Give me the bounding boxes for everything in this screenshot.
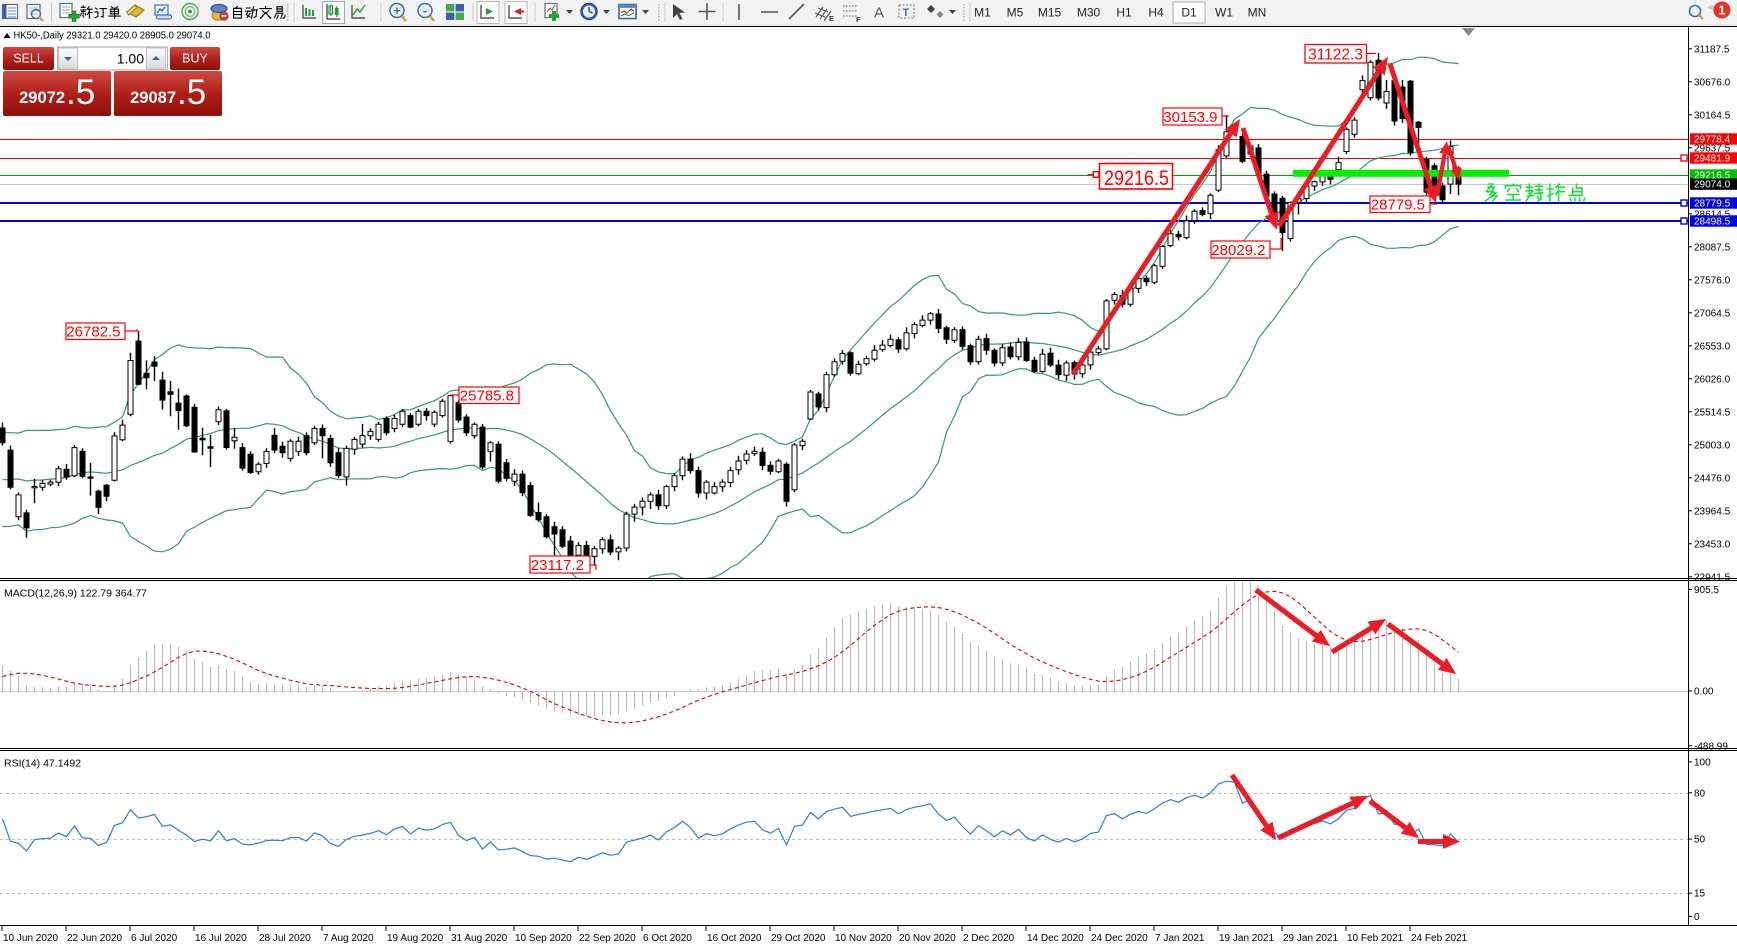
svg-text:M15: M15 xyxy=(1038,6,1062,20)
svg-text:30153.9: 30153.9 xyxy=(1163,109,1217,126)
svg-text:T: T xyxy=(903,7,910,19)
svg-text:27064.5: 27064.5 xyxy=(1694,308,1731,319)
svg-text:905.5: 905.5 xyxy=(1694,585,1719,596)
svg-text:H1: H1 xyxy=(1116,6,1132,20)
svg-text:28 Jul 2020: 28 Jul 2020 xyxy=(259,933,311,944)
svg-text:24476.0: 24476.0 xyxy=(1694,473,1731,484)
svg-text:24 Feb 2021: 24 Feb 2021 xyxy=(1411,933,1468,944)
svg-text:+: + xyxy=(393,3,401,18)
svg-text:29074.0: 29074.0 xyxy=(1694,180,1731,191)
svg-text:M1: M1 xyxy=(974,6,991,20)
svg-text:31122.3: 31122.3 xyxy=(1308,47,1363,64)
svg-text:25514.5: 25514.5 xyxy=(1694,407,1731,418)
svg-text:29 Oct 2020: 29 Oct 2020 xyxy=(771,933,826,944)
svg-text:-488.99: -488.99 xyxy=(1694,741,1728,752)
svg-text:2 Dec 2020: 2 Dec 2020 xyxy=(963,933,1015,944)
svg-text:D1: D1 xyxy=(1181,6,1197,20)
svg-text:15: 15 xyxy=(1694,889,1706,900)
svg-text:E: E xyxy=(829,14,834,23)
svg-text:22941.5: 22941.5 xyxy=(1694,572,1731,583)
svg-text:30676.0: 30676.0 xyxy=(1694,77,1731,88)
svg-text:29778.4: 29778.4 xyxy=(1694,135,1731,146)
svg-text:7 Jan 2021: 7 Jan 2021 xyxy=(1155,933,1205,944)
svg-text:19 Jan 2021: 19 Jan 2021 xyxy=(1219,933,1274,944)
svg-text:28779.5: 28779.5 xyxy=(1371,197,1425,214)
svg-text:-: - xyxy=(423,3,427,18)
svg-text:28087.5: 28087.5 xyxy=(1694,242,1731,253)
svg-text:BUY: BUY xyxy=(182,52,208,66)
svg-text:29216.5: 29216.5 xyxy=(1694,171,1731,182)
svg-text:29481.9: 29481.9 xyxy=(1694,154,1731,165)
svg-text:.5: .5 xyxy=(177,73,206,112)
svg-text:80: 80 xyxy=(1694,788,1706,799)
svg-text:16 Oct 2020: 16 Oct 2020 xyxy=(707,933,762,944)
svg-text:10 Sep 2020: 10 Sep 2020 xyxy=(515,933,572,944)
svg-text:SELL: SELL xyxy=(13,52,44,66)
svg-text:25785.8: 25785.8 xyxy=(460,388,514,405)
svg-text:29637.5: 29637.5 xyxy=(1694,143,1731,154)
svg-text:26026.0: 26026.0 xyxy=(1694,374,1731,385)
svg-text:22 Sep 2020: 22 Sep 2020 xyxy=(579,933,636,944)
svg-text:16 Jul 2020: 16 Jul 2020 xyxy=(195,933,247,944)
svg-text:10 Feb 2021: 10 Feb 2021 xyxy=(1347,933,1404,944)
svg-text:10 Jun 2020: 10 Jun 2020 xyxy=(3,933,58,944)
svg-text:29 Jan 2021: 29 Jan 2021 xyxy=(1283,933,1338,944)
svg-text:14 Dec 2020: 14 Dec 2020 xyxy=(1027,933,1084,944)
svg-text:0.00: 0.00 xyxy=(1694,687,1714,698)
svg-text:28779.5: 28779.5 xyxy=(1694,199,1731,210)
svg-text:30164.5: 30164.5 xyxy=(1694,110,1731,121)
svg-text:M30: M30 xyxy=(1077,6,1101,20)
svg-text:10 Nov 2020: 10 Nov 2020 xyxy=(835,933,892,944)
svg-text:6 Oct 2020: 6 Oct 2020 xyxy=(643,933,692,944)
svg-text:100: 100 xyxy=(1694,757,1711,768)
svg-text:27576.0: 27576.0 xyxy=(1694,275,1731,286)
svg-text:MACD(12,26,9) 122.79 364.77: MACD(12,26,9) 122.79 364.77 xyxy=(4,588,147,600)
svg-text:1: 1 xyxy=(1719,4,1726,18)
svg-text:6 Jul 2020: 6 Jul 2020 xyxy=(131,933,178,944)
svg-text:RSI(14) 47.1492: RSI(14) 47.1492 xyxy=(4,758,81,770)
svg-text:F: F xyxy=(856,15,861,24)
svg-text:28614.5: 28614.5 xyxy=(1694,209,1731,220)
svg-text:29072: 29072 xyxy=(19,89,65,107)
svg-text:A: A xyxy=(874,5,884,22)
svg-text:0: 0 xyxy=(1694,912,1700,923)
svg-text:22 Jun 2020: 22 Jun 2020 xyxy=(67,933,122,944)
svg-text:HK50-,Daily 29321.0 29420.0 2: HK50-,Daily 29321.0 29420.0 28905.0 2907… xyxy=(14,30,211,42)
svg-text:26782.5: 26782.5 xyxy=(66,324,120,341)
svg-text:50: 50 xyxy=(1694,835,1706,846)
svg-text:24 Dec 2020: 24 Dec 2020 xyxy=(1091,933,1148,944)
svg-text:23117.2: 23117.2 xyxy=(531,557,584,574)
svg-text:MN: MN xyxy=(1248,6,1267,20)
svg-text:28029.2: 28029.2 xyxy=(1211,242,1265,259)
svg-text:M5: M5 xyxy=(1007,6,1024,20)
svg-text:W1: W1 xyxy=(1215,6,1233,20)
svg-text:19 Aug 2020: 19 Aug 2020 xyxy=(387,933,444,944)
svg-text:26553.0: 26553.0 xyxy=(1694,341,1731,352)
svg-text:28498.5: 28498.5 xyxy=(1694,217,1731,228)
svg-text:29216.5: 29216.5 xyxy=(1104,167,1169,190)
svg-text:31 Aug 2020: 31 Aug 2020 xyxy=(451,933,508,944)
svg-text:25003.0: 25003.0 xyxy=(1694,440,1731,451)
svg-text:23453.0: 23453.0 xyxy=(1694,539,1731,550)
svg-text:31187.5: 31187.5 xyxy=(1694,44,1730,55)
svg-text:1.00: 1.00 xyxy=(117,51,144,67)
svg-text:23964.5: 23964.5 xyxy=(1694,506,1731,517)
svg-text:.5: .5 xyxy=(66,73,95,112)
svg-text:H4: H4 xyxy=(1148,6,1164,20)
svg-text:29087: 29087 xyxy=(130,89,176,107)
svg-text:7 Aug 2020: 7 Aug 2020 xyxy=(323,933,374,944)
svg-text:20 Nov 2020: 20 Nov 2020 xyxy=(899,933,956,944)
